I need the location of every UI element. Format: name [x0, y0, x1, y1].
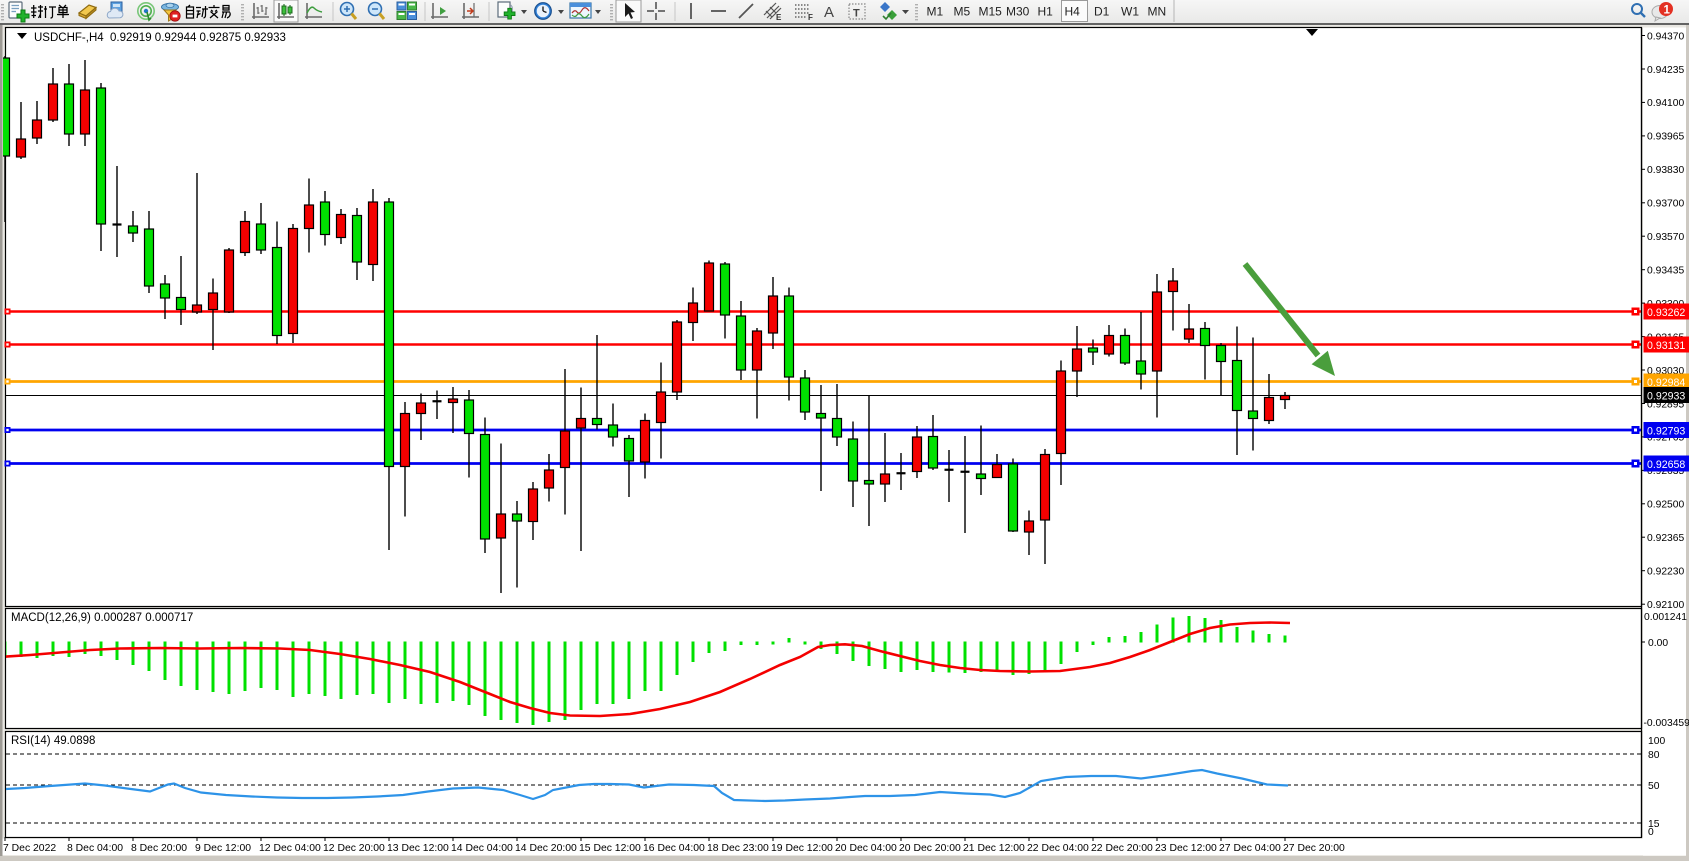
svg-text:E: E — [776, 13, 782, 22]
svg-text:D1: D1 — [1094, 5, 1110, 19]
svg-text:M15: M15 — [979, 5, 1003, 19]
svg-text:16 Dec 04:00: 16 Dec 04:00 — [643, 843, 705, 854]
svg-text:80: 80 — [1648, 750, 1660, 761]
svg-text:20 Dec 04:00: 20 Dec 04:00 — [835, 843, 897, 854]
svg-text:M30: M30 — [1006, 5, 1030, 19]
svg-text:8 Dec 20:00: 8 Dec 20:00 — [131, 843, 187, 854]
svg-text:14 Dec 04:00: 14 Dec 04:00 — [451, 843, 513, 854]
svg-text:0.92933: 0.92933 — [1647, 391, 1685, 403]
svg-text:0.93262: 0.93262 — [1647, 307, 1685, 319]
svg-text:M5: M5 — [954, 5, 971, 19]
svg-text:0.00: 0.00 — [1648, 638, 1668, 649]
svg-text:0.92100: 0.92100 — [1647, 600, 1684, 611]
svg-text:9 Dec 12:00: 9 Dec 12:00 — [195, 843, 251, 854]
svg-text:0.001241: 0.001241 — [1644, 612, 1687, 623]
svg-text:7 Dec 2022: 7 Dec 2022 — [3, 843, 56, 854]
svg-text:20 Dec 20:00: 20 Dec 20:00 — [899, 843, 961, 854]
svg-text:W1: W1 — [1121, 5, 1139, 19]
svg-text:0.93830: 0.93830 — [1647, 165, 1684, 176]
svg-text:27 Dec 20:00: 27 Dec 20:00 — [1283, 843, 1345, 854]
svg-text:12 Dec 04:00: 12 Dec 04:00 — [259, 843, 321, 854]
svg-text:0.93700: 0.93700 — [1647, 199, 1684, 210]
svg-text:23 Dec 12:00: 23 Dec 12:00 — [1155, 843, 1217, 854]
svg-text:0.92500: 0.92500 — [1647, 500, 1684, 511]
svg-text:0.93965: 0.93965 — [1647, 132, 1684, 143]
svg-text:14 Dec 20:00: 14 Dec 20:00 — [515, 843, 577, 854]
svg-text:F: F — [808, 13, 813, 22]
svg-text:MACD(12,26,9) 0.000287 0.00071: MACD(12,26,9) 0.000287 0.000717 — [11, 612, 193, 624]
svg-text:0.93030: 0.93030 — [1647, 366, 1684, 377]
svg-text:0.92984: 0.92984 — [1647, 377, 1685, 389]
svg-text:T: T — [853, 8, 860, 20]
svg-text:0.94235: 0.94235 — [1647, 65, 1684, 76]
svg-text:RSI(14) 49.0898: RSI(14) 49.0898 — [11, 735, 95, 747]
svg-text:MN: MN — [1148, 5, 1167, 19]
svg-text:0.93131: 0.93131 — [1647, 340, 1685, 352]
svg-text:19 Dec 12:00: 19 Dec 12:00 — [771, 843, 833, 854]
svg-text:A: A — [824, 4, 834, 21]
svg-text:0.92793: 0.92793 — [1647, 426, 1685, 438]
svg-text:0.92658: 0.92658 — [1647, 459, 1685, 471]
svg-text:0.92895: 0.92895 — [1647, 399, 1684, 410]
svg-text:12 Dec 20:00: 12 Dec 20:00 — [323, 843, 385, 854]
svg-text:0.93435: 0.93435 — [1647, 266, 1684, 277]
svg-text:USDCHF-,H4 0.92919 0.92944 0.: USDCHF-,H4 0.92919 0.92944 0.92875 0.929… — [34, 32, 286, 44]
svg-text:H1: H1 — [1038, 5, 1054, 19]
svg-text:15: 15 — [1648, 819, 1660, 830]
svg-text:0.93570: 0.93570 — [1647, 232, 1684, 243]
svg-text:50: 50 — [1648, 781, 1660, 792]
svg-text:H4: H4 — [1065, 5, 1081, 19]
svg-text:0.92365: 0.92365 — [1647, 533, 1684, 544]
svg-text:0.92230: 0.92230 — [1647, 567, 1684, 578]
svg-text:0.92635: 0.92635 — [1647, 466, 1684, 477]
svg-text:22 Dec 04:00: 22 Dec 04:00 — [1027, 843, 1089, 854]
svg-text:0.94100: 0.94100 — [1647, 98, 1684, 109]
svg-text:13 Dec 12:00: 13 Dec 12:00 — [387, 843, 449, 854]
svg-text:18 Dec 23:00: 18 Dec 23:00 — [707, 843, 769, 854]
svg-text:M1: M1 — [927, 5, 944, 19]
svg-text:1: 1 — [1664, 5, 1671, 17]
svg-text:0.92765: 0.92765 — [1647, 433, 1684, 444]
svg-text:-0.003459: -0.003459 — [1644, 718, 1689, 729]
svg-text:0.94370: 0.94370 — [1647, 31, 1684, 42]
svg-text:15 Dec 12:00: 15 Dec 12:00 — [579, 843, 641, 854]
svg-text:100: 100 — [1648, 736, 1665, 747]
svg-text:8 Dec 04:00: 8 Dec 04:00 — [67, 843, 123, 854]
svg-text:27 Dec 04:00: 27 Dec 04:00 — [1219, 843, 1281, 854]
svg-text:22 Dec 20:00: 22 Dec 20:00 — [1091, 843, 1153, 854]
svg-text:21 Dec 12:00: 21 Dec 12:00 — [963, 843, 1025, 854]
svg-text:0: 0 — [1648, 827, 1654, 838]
